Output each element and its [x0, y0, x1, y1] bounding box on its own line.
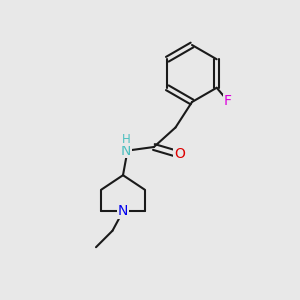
Text: H: H	[122, 133, 130, 146]
Text: O: O	[174, 148, 185, 161]
Text: F: F	[224, 94, 232, 108]
Text: N: N	[118, 204, 128, 218]
Text: N: N	[121, 144, 131, 158]
